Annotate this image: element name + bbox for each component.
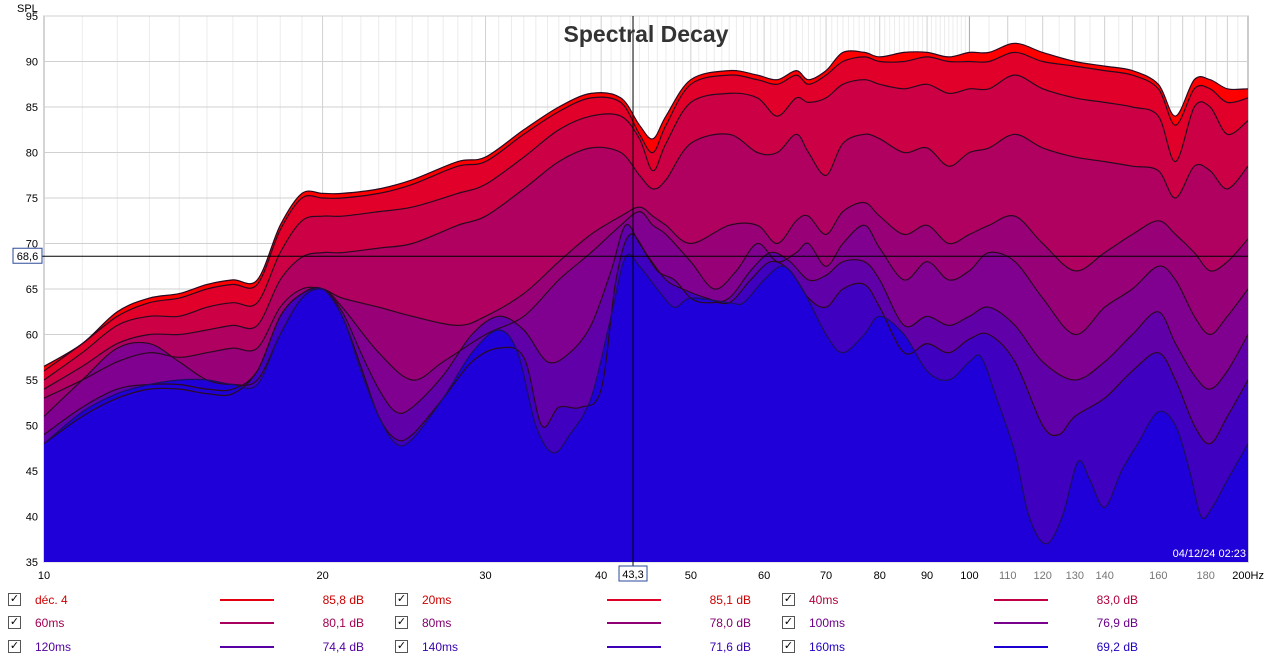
legend-label: 80ms xyxy=(422,616,452,630)
x-tick-label: 80 xyxy=(874,570,886,582)
legend-checkbox[interactable]: ✓ xyxy=(8,640,21,653)
y-tick-label: 80 xyxy=(26,148,38,160)
x-tick-label: 160 xyxy=(1149,570,1167,582)
curve-160ms xyxy=(44,253,1248,545)
curve-20ms xyxy=(44,51,1248,372)
x-tick-label: 50 xyxy=(685,570,697,582)
legend-value: 80,1 dB xyxy=(322,616,364,630)
legend-label: 160ms xyxy=(809,640,846,654)
curve-d-c-4 xyxy=(44,42,1248,367)
legend-value: 85,8 dB xyxy=(322,593,364,607)
legend-label: 40ms xyxy=(809,593,839,607)
curve-60ms xyxy=(44,133,1248,390)
legend-value: 83,0 dB xyxy=(1096,593,1138,607)
curve-140ms xyxy=(44,233,1248,445)
legend-checkbox[interactable]: ✓ xyxy=(395,593,408,606)
legend-checkbox[interactable]: ✓ xyxy=(395,616,408,629)
legend-line-swatch xyxy=(607,646,661,648)
legend-checkbox[interactable]: ✓ xyxy=(8,616,21,629)
y-tick-label: 65 xyxy=(26,284,38,296)
legend-item[interactable]: ✓ 160ms 69,2 dB xyxy=(782,636,1142,658)
x-tick-label: 20 xyxy=(316,570,328,582)
legend-value: 85,1 dB xyxy=(709,593,751,607)
x-tick-label: 130 xyxy=(1066,570,1084,582)
y-tick-label: 55 xyxy=(26,375,38,387)
legend-checkbox[interactable]: ✓ xyxy=(8,593,21,606)
y-tick-label: 50 xyxy=(26,421,38,433)
legend-line-swatch xyxy=(994,622,1048,624)
cursor-y-readout-box xyxy=(12,247,43,264)
legend-line-swatch xyxy=(220,622,274,624)
x-tick-label: 70 xyxy=(820,570,832,582)
y-tick-label: 60 xyxy=(26,330,38,342)
y-tick-label: 75 xyxy=(26,193,38,205)
x-tick-label: 10 xyxy=(38,570,50,582)
legend-line-swatch xyxy=(220,646,274,648)
legend-line-swatch xyxy=(220,599,274,601)
x-tick-label: 100 xyxy=(960,570,978,582)
decay-curves xyxy=(44,42,1248,545)
x-tick-label: 140 xyxy=(1095,570,1113,582)
legend-line-swatch xyxy=(607,622,661,624)
legend-item[interactable]: ✓ 80ms 78,0 dB xyxy=(395,612,755,634)
legend-value: 74,4 dB xyxy=(322,640,364,654)
legend-line-swatch xyxy=(607,599,661,601)
legend-label: 140ms xyxy=(422,640,459,654)
legend-value: 71,6 dB xyxy=(709,640,751,654)
legend-checkbox[interactable]: ✓ xyxy=(395,640,408,653)
legend-value: 78,0 dB xyxy=(709,616,751,630)
y-axis-label: SPL xyxy=(17,3,38,15)
legend-checkbox[interactable]: ✓ xyxy=(782,640,795,653)
legend-value: 69,2 dB xyxy=(1096,640,1138,654)
cursor[interactable]: 43,3 68,6 xyxy=(12,16,1248,582)
chart-title: Spectral Decay xyxy=(564,21,729,47)
y-tick-label: 40 xyxy=(26,512,38,524)
legend-item[interactable]: ✓ 40ms 83,0 dB xyxy=(782,589,1142,611)
curve-80ms xyxy=(44,201,1248,399)
x-tick-label: 40 xyxy=(595,570,607,582)
legend-label: 100ms xyxy=(809,616,846,630)
y-tick-label: 85 xyxy=(26,102,38,114)
legend-line-swatch xyxy=(994,646,1048,648)
cursor-y-readout: 68,6 xyxy=(17,251,38,263)
cursor-x-readout: 43,3 xyxy=(622,569,643,581)
x-tick-label: 60 xyxy=(758,570,770,582)
legend-item[interactable]: ✓ 120ms 74,4 dB xyxy=(8,636,368,658)
spectral-decay-chart: 43,368,6 10 20 30 40 50 60 70 80 90 100 110 120 130 1… xyxy=(12,3,1264,582)
y-tick-label: 90 xyxy=(26,57,38,69)
y-tick-label: 70 xyxy=(26,239,38,251)
y-tick-label: 95 xyxy=(26,11,38,23)
legend-label: déc. 4 xyxy=(35,593,68,607)
legend-item[interactable]: ✓ 60ms 80,1 dB xyxy=(8,612,368,634)
x-tick-label: 110 xyxy=(999,570,1017,582)
legend-item[interactable]: ✓ 140ms 71,6 dB xyxy=(395,636,755,658)
x-tick-label: 200Hz xyxy=(1232,570,1264,582)
y-tick-label: 35 xyxy=(26,557,38,569)
decay-areas xyxy=(44,43,1248,562)
legend-item[interactable]: ✓ déc. 4 85,8 dB xyxy=(8,589,368,611)
cursor-x-readout-box xyxy=(618,565,648,582)
legend-item[interactable]: ✓ 100ms 76,9 dB xyxy=(782,612,1142,634)
timestamp: 04/12/24 02:23 xyxy=(1173,548,1246,560)
curve-40ms xyxy=(44,74,1248,381)
y-axis-ticks: 95 90 85 80 75 70 65 60 55 50 45 40 35 xyxy=(26,11,38,569)
x-tick-label: 30 xyxy=(479,570,491,582)
x-tick-label: 120 xyxy=(1034,570,1052,582)
y-tick-label: 45 xyxy=(26,466,38,478)
legend-checkbox[interactable]: ✓ xyxy=(782,593,795,606)
x-tick-label: 180 xyxy=(1196,570,1214,582)
x-axis-ticks: 10 20 30 40 50 60 70 80 90 100 110 120 130 140 160 180 2… xyxy=(38,570,1264,582)
legend-label: 120ms xyxy=(35,640,72,654)
area-160ms xyxy=(44,254,1248,562)
legend-label: 20ms xyxy=(422,593,452,607)
legend-item[interactable]: ✓ 20ms 85,1 dB xyxy=(395,589,755,611)
legend-value: 76,9 dB xyxy=(1096,616,1138,630)
legend: ✓ déc. 4 85,8 dB ✓ 20ms 85,1 dB ✓ 40ms 83,0 dB ✓ 6… xyxy=(0,588,1270,662)
legend-checkbox[interactable]: ✓ xyxy=(782,616,795,629)
legend-line-swatch xyxy=(994,599,1048,601)
legend-label: 60ms xyxy=(35,616,65,630)
x-tick-label: 90 xyxy=(921,570,933,582)
